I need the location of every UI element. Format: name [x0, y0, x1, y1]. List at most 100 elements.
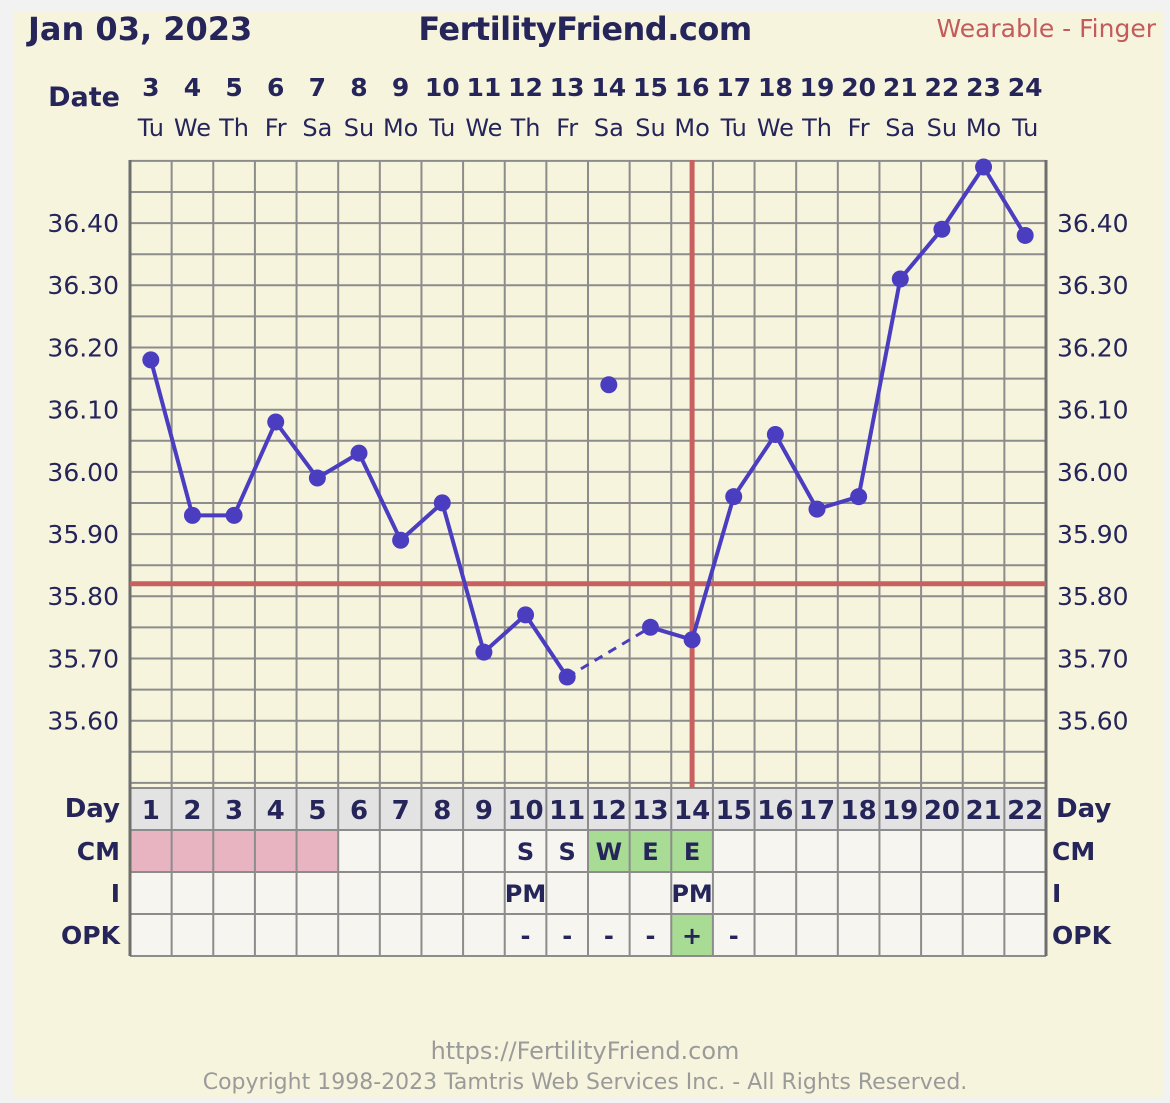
temperature-point — [933, 220, 951, 238]
temperature-line-segment — [440, 502, 486, 653]
temperature-point — [517, 606, 535, 624]
table-row-label-right: CM — [1052, 837, 1095, 866]
temperature-point — [183, 506, 201, 524]
x-date-label: 7 — [309, 73, 326, 102]
cycle-day-label: 22 — [1007, 796, 1043, 826]
x-date-label: 18 — [758, 73, 793, 102]
cycle-day-label: 10 — [507, 796, 543, 826]
y-tick-label-left: 36.40 — [47, 209, 119, 238]
temperature-point — [308, 469, 326, 487]
x-weekday-label: Fr — [556, 114, 578, 142]
cycle-day-label: 6 — [350, 796, 368, 826]
temperature-line-segment — [148, 359, 195, 516]
x-weekday-label: Fr — [265, 114, 287, 142]
temperature-point — [725, 488, 743, 506]
temperature-line-segment — [856, 278, 903, 498]
x-weekday-label: Sa — [302, 114, 332, 142]
x-date-label: 4 — [184, 73, 201, 102]
table-cell-fill — [671, 914, 713, 956]
x-weekday-label: Mo — [383, 114, 418, 142]
temperature-point — [558, 668, 576, 686]
x-date-label: 10 — [425, 73, 460, 102]
table-cell-value: - — [562, 922, 572, 950]
x-date-label: 24 — [1008, 73, 1043, 102]
x-weekday-label: We — [465, 114, 502, 142]
temperature-line-segment — [940, 165, 986, 231]
x-date-label: 13 — [550, 73, 585, 102]
temperature-point — [975, 158, 993, 176]
x-weekday-label: Th — [218, 114, 249, 142]
cycle-day-label: 12 — [591, 796, 627, 826]
cycle-day-label: 17 — [799, 796, 835, 826]
y-tick-label-left: 35.60 — [47, 707, 119, 736]
x-date-label: 22 — [925, 73, 960, 102]
date-header-label: Date — [48, 82, 120, 113]
temperature-series — [142, 158, 1034, 686]
footer-url: https://FertilityFriend.com — [430, 1037, 740, 1065]
x-date-label: 12 — [508, 73, 543, 102]
x-date-label: 21 — [883, 73, 918, 102]
x-weekday-label: Th — [510, 114, 541, 142]
table-cell-value: + — [682, 922, 702, 950]
table-cell-fill — [171, 830, 214, 872]
temperature-line-segment — [482, 613, 527, 654]
y-tick-label-right: 35.60 — [1057, 707, 1129, 736]
table-cell-value: S — [559, 838, 576, 866]
x-weekday-label: Tu — [428, 114, 455, 142]
table-cell-value: E — [684, 838, 700, 866]
y-tick-label-right: 36.20 — [1057, 333, 1129, 362]
temperature-point — [850, 488, 868, 506]
cycle-day-label: 11 — [549, 796, 585, 826]
table-row-label-left: OPK — [61, 921, 122, 950]
table-row-label-left: CM — [77, 837, 120, 866]
coverline-layer — [130, 160, 1046, 788]
x-date-label: 5 — [225, 73, 242, 102]
x-date-label: 11 — [467, 73, 502, 102]
temperature-point — [683, 631, 701, 649]
temperature-point — [766, 425, 784, 443]
x-date-label: 16 — [675, 73, 710, 102]
table-cell-fill — [296, 830, 339, 872]
x-date-label: 6 — [267, 73, 284, 102]
cycle-day-label: 9 — [475, 796, 493, 826]
temperature-method: Wearable - Finger — [936, 14, 1156, 43]
x-weekday-label: Mo — [674, 114, 709, 142]
y-tick-label-left: 36.30 — [47, 271, 119, 300]
cycle-day-label: 1 — [142, 796, 160, 826]
cycle-day-label: 14 — [674, 796, 710, 826]
temperature-point — [267, 413, 285, 431]
x-weekday-label: Su — [635, 114, 665, 142]
x-date-label: 20 — [841, 73, 876, 102]
x-date-label: 3 — [142, 73, 159, 102]
x-date-label: 17 — [716, 73, 751, 102]
y-tick-label-left: 35.80 — [47, 582, 119, 611]
cycle-day-label: 19 — [882, 796, 918, 826]
site-title: FertilityFriend.com — [418, 10, 752, 48]
y-tick-label-right: 36.00 — [1057, 458, 1129, 487]
x-date-label: 14 — [591, 73, 626, 102]
cycle-day-label: 3 — [225, 796, 243, 826]
y-tick-label-left: 36.20 — [47, 333, 119, 362]
x-weekday-label: Tu — [137, 114, 164, 142]
x-weekday-label: Th — [801, 114, 832, 142]
cycle-day-label: 13 — [632, 796, 668, 826]
cycle-day-label: 15 — [716, 796, 752, 826]
x-weekday-label: Tu — [1011, 114, 1038, 142]
x-weekday-label: Su — [344, 114, 374, 142]
temperature-line-segment — [357, 452, 403, 542]
temperature-line-segment — [898, 227, 944, 281]
temperature-line-segment — [274, 420, 319, 480]
day-row-label: Day — [65, 794, 120, 824]
table-cell-value: - — [729, 922, 739, 950]
temperature-line-segment — [773, 433, 819, 511]
table-cell-value: E — [642, 838, 658, 866]
temperature-line-segment — [690, 496, 736, 641]
cycle-day-label: 21 — [965, 796, 1001, 826]
temperature-point — [350, 444, 368, 462]
table-cell-value: W — [596, 838, 622, 866]
x-weekday-label: We — [757, 114, 794, 142]
y-tick-label-left: 36.10 — [47, 396, 119, 425]
cycle-day-label: 7 — [392, 796, 410, 826]
cycle-day-label: 5 — [308, 796, 326, 826]
